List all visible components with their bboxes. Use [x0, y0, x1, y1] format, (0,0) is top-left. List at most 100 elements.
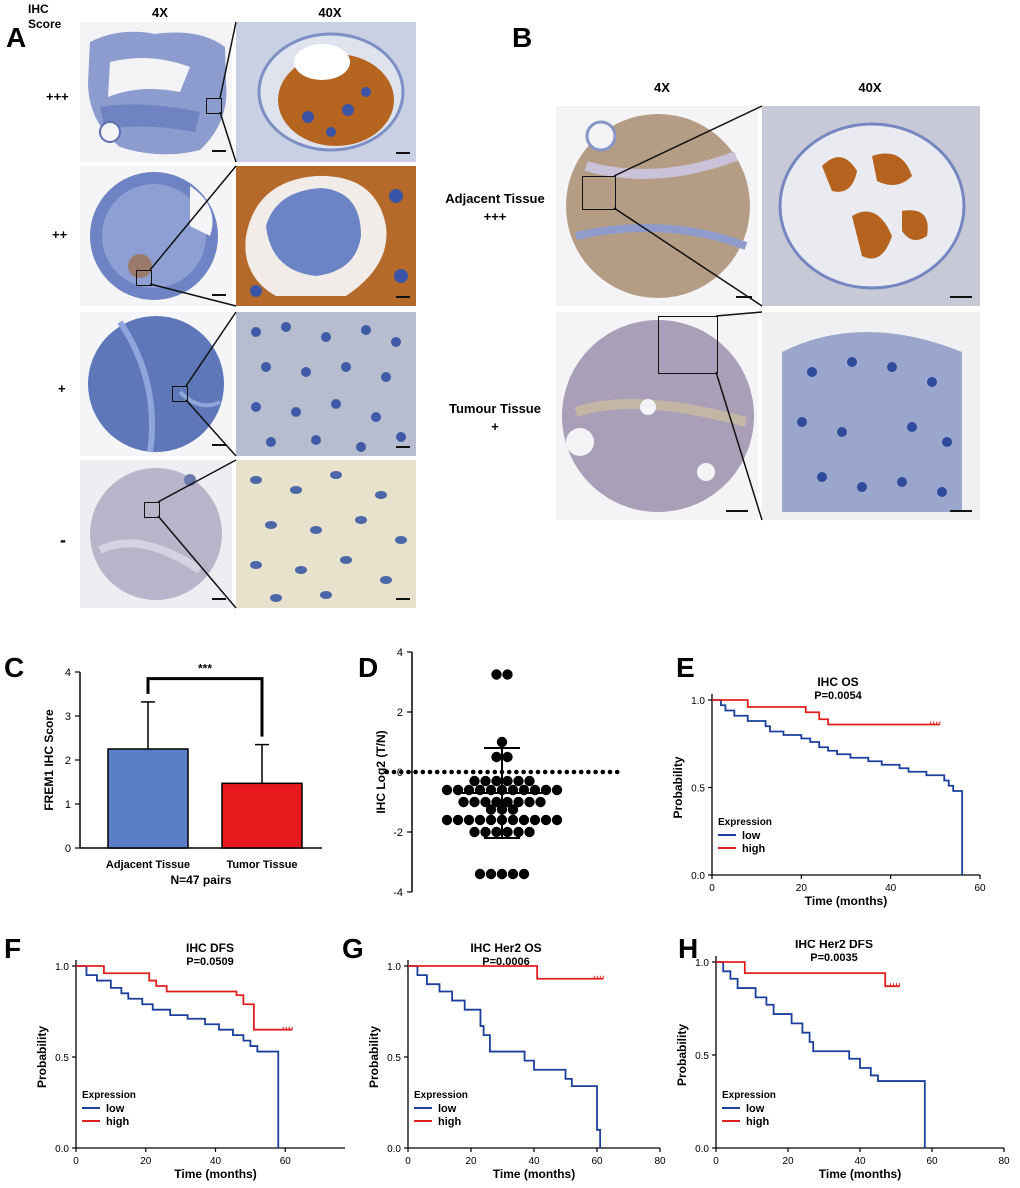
y-tick-label: 0.0	[55, 1144, 69, 1155]
data-point	[502, 796, 513, 808]
score-label-1plus: +	[58, 381, 66, 396]
data-point	[470, 769, 476, 775]
score-label-negative: -	[60, 530, 66, 550]
bar-tumor	[221, 782, 303, 849]
y-axis-label: FREM1 IHC Score	[42, 709, 56, 811]
zoom-box	[658, 316, 718, 374]
data-point	[524, 775, 535, 787]
data-point	[492, 769, 498, 775]
data-point	[480, 775, 491, 787]
legend-label-low: low	[438, 1103, 457, 1115]
y-tick-label: 0.5	[55, 1053, 69, 1064]
km-curve-high	[712, 699, 940, 726]
panel-label-f: F	[4, 933, 22, 964]
chart-g-km: 0.0 0.5 1.0 0 20 40 60 80 Time (months) Probabili…	[367, 941, 666, 1181]
km-curve-low	[76, 965, 280, 1148]
data-point	[485, 814, 497, 826]
data-point	[442, 769, 447, 775]
data-point	[502, 751, 513, 763]
x-tick-label: 60	[591, 1156, 603, 1167]
micrograph-a-1plus-4x	[80, 312, 232, 456]
x-tick-label: 20	[465, 1156, 477, 1167]
x-tick-label: 40	[854, 1156, 866, 1167]
tissue-name: Adjacent Tissue	[445, 191, 545, 206]
data-point	[513, 775, 524, 787]
km-curve-high	[716, 961, 900, 988]
x-tick-label: 40	[210, 1156, 222, 1167]
data-point	[469, 775, 480, 787]
data-point	[540, 814, 552, 826]
data-point	[557, 769, 562, 775]
data-point	[550, 769, 555, 775]
panel-a-40x-header: 40X	[318, 5, 342, 20]
scale-bar	[950, 296, 972, 298]
scale-bar	[396, 446, 410, 448]
data-point	[406, 769, 411, 775]
legend-title: Expression	[82, 1090, 136, 1101]
x-tick-label: 0	[73, 1156, 79, 1167]
panel-b-zoom-connectors	[613, 105, 763, 521]
data-point	[506, 769, 512, 775]
panel-label-c: C	[4, 652, 25, 683]
data-point	[614, 769, 620, 775]
x-tick-label: 60	[280, 1156, 292, 1167]
x-tick-label: 0	[405, 1156, 411, 1167]
y-tick-label: 0.0	[691, 871, 705, 882]
x-tick-label: 0	[709, 883, 715, 894]
x-axis-label: N=47 pairs	[170, 873, 231, 887]
x-axis-label: Time (months)	[819, 1167, 901, 1181]
category-label: Adjacent Tissue	[106, 859, 190, 871]
legend-title: Expression	[718, 817, 772, 828]
y-tick-label: 1.0	[55, 962, 69, 973]
micrograph-a-negative-40x	[236, 460, 416, 608]
tissue-score: +++	[483, 209, 507, 224]
data-point	[474, 868, 486, 880]
data-point	[441, 784, 453, 796]
legend-label-low: low	[742, 830, 761, 842]
y-tick-label: 1.0	[691, 696, 705, 707]
y-tick-label: 0.5	[691, 784, 705, 795]
data-point	[518, 868, 530, 880]
panel-b-4x-header: 4X	[654, 80, 670, 95]
panel-label-a: A	[6, 22, 27, 53]
category-label: Tumor Tissue	[226, 859, 297, 871]
y-tick-label: -2	[393, 827, 403, 839]
panel-label-b: B	[512, 22, 533, 53]
data-point	[398, 769, 404, 775]
y-tick-label: 2	[397, 707, 403, 719]
data-point	[607, 769, 613, 775]
data-point	[502, 669, 513, 680]
data-point	[600, 769, 606, 775]
km-curve-low	[408, 965, 602, 1148]
data-point	[529, 814, 541, 826]
data-point	[420, 769, 426, 775]
data-point	[491, 751, 502, 763]
y-axis-label: Probability	[675, 1024, 689, 1086]
micrograph-b-tumour-40x	[762, 312, 980, 520]
y-axis-label: IHC Log2 (T/N)	[374, 730, 388, 813]
panel-b-row-adjacent-label: Adjacent Tissue +++	[436, 190, 554, 226]
data-point	[491, 669, 502, 680]
panel-label-e: E	[676, 652, 695, 683]
x-tick-label: 0	[713, 1156, 719, 1167]
data-point	[485, 868, 497, 880]
p-value: P=0.0035	[810, 952, 857, 964]
tissue-name: Tumour Tissue	[449, 401, 541, 416]
y-tick-label: 2	[65, 755, 71, 767]
micrograph-b-adjacent-4x	[556, 106, 758, 306]
significance-bracket	[146, 677, 264, 737]
legend-label-high: high	[742, 843, 765, 855]
data-point	[469, 796, 480, 808]
data-point	[384, 769, 390, 775]
km-curve-high	[408, 965, 604, 980]
data-point	[586, 769, 591, 775]
x-tick-label: 60	[974, 883, 986, 894]
data-point	[528, 769, 534, 775]
data-point	[507, 868, 519, 880]
y-tick-label: 0	[65, 843, 71, 855]
panel-a-4x-header: 4X	[152, 5, 168, 20]
data-point	[496, 736, 508, 748]
micrograph-a-2plus-40x	[236, 166, 416, 306]
data-point	[521, 769, 526, 775]
x-axis-label: Time (months)	[493, 1167, 575, 1181]
